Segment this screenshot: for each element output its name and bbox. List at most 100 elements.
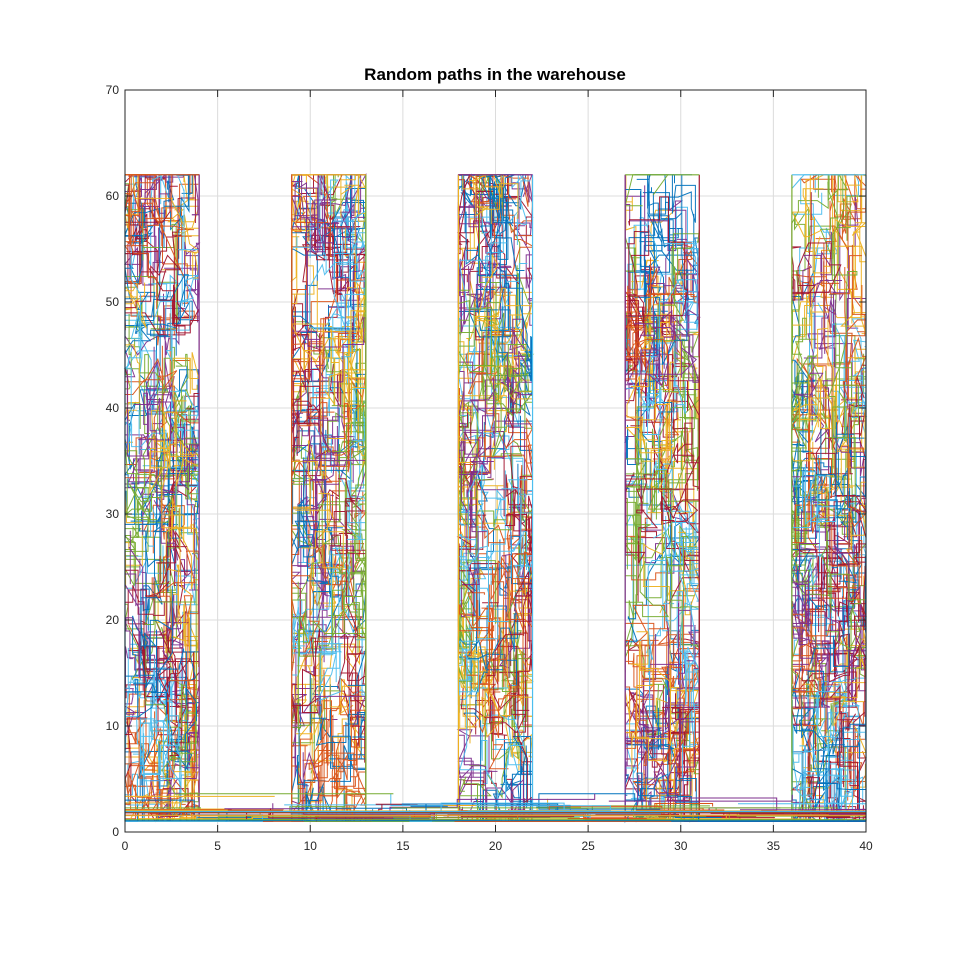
path-line: [125, 676, 191, 822]
path-line: [124, 291, 193, 371]
path-line: [126, 369, 200, 591]
plot-area: 0 5 10 15 20 25 30 35 40 0 10 20 30 40 50 60 70: [106, 83, 873, 853]
path-line: [810, 429, 867, 667]
path-line: [791, 174, 829, 423]
path-line: [162, 393, 200, 510]
corridor-path: [738, 803, 866, 817]
path-line: [457, 631, 517, 784]
path-line: [457, 391, 526, 546]
path-line: [476, 201, 520, 363]
path-line: [651, 291, 700, 383]
path-line: [467, 337, 534, 495]
path-line: [670, 713, 700, 823]
path-line: [457, 463, 532, 699]
x-tick-label: 25: [581, 839, 595, 853]
ticks: 0 5 10 15 20 25 30 35 40 0 10 20 30 40 50 60 70: [106, 83, 873, 853]
path-line: [318, 172, 367, 301]
path-line: [802, 732, 858, 822]
path-line: [320, 297, 367, 480]
path-line: [291, 474, 327, 663]
path-line: [654, 457, 700, 649]
path-line: [132, 585, 173, 719]
corridor-path: [391, 807, 838, 813]
path-line: [458, 617, 533, 739]
path-line: [647, 342, 695, 718]
path-line: [660, 380, 700, 561]
y-tick-label: 30: [106, 507, 120, 521]
y-tick-label: 50: [106, 295, 120, 309]
y-tick-label: 10: [106, 719, 120, 733]
path-line: [165, 506, 200, 654]
path-line: [652, 522, 700, 590]
path-line: [791, 412, 868, 567]
corridor-path: [608, 794, 793, 811]
path-line: [124, 461, 201, 571]
path-line: [819, 603, 867, 802]
path-line: [633, 343, 668, 494]
path-line: [127, 530, 188, 703]
path-line: [457, 346, 512, 465]
corridor-path: [180, 793, 394, 813]
y-tick-label: 0: [112, 825, 119, 839]
path-line: [624, 631, 671, 771]
path-line: [133, 346, 200, 491]
x-tick-label: 5: [214, 839, 221, 853]
path-line: [347, 632, 367, 763]
x-tick-label: 20: [489, 839, 503, 853]
path-line: [624, 377, 689, 565]
path-line: [142, 555, 197, 763]
path-line: [625, 307, 697, 386]
path-line: [291, 478, 366, 725]
path-line: [317, 737, 367, 822]
path-line: [624, 174, 659, 365]
path-line: [797, 501, 866, 623]
path-line: [792, 232, 842, 410]
path-line: [644, 553, 700, 723]
path-line: [149, 731, 200, 822]
path-line: [819, 174, 866, 287]
path-line: [331, 440, 367, 653]
path-line: [456, 729, 490, 822]
x-tick-label: 0: [122, 839, 129, 853]
path-line: [798, 574, 864, 691]
y-tick-label: 70: [106, 83, 120, 97]
path-line: [486, 567, 533, 822]
path-line: [624, 427, 695, 673]
path-line: [291, 623, 366, 746]
x-tick-label: 40: [859, 839, 873, 853]
x-tick-label: 15: [396, 839, 410, 853]
path-line: [291, 520, 356, 671]
path-line: [291, 174, 347, 338]
path-line: [645, 370, 700, 491]
chart-title: Random paths in the warehouse: [364, 65, 626, 84]
path-line: [481, 560, 512, 770]
path-line: [145, 174, 200, 331]
path-line: [311, 423, 352, 646]
path-line: [124, 597, 200, 771]
y-tick-label: 20: [106, 613, 120, 627]
path-line: [791, 398, 816, 516]
x-tick-label: 35: [767, 839, 781, 853]
x-tick-label: 10: [304, 839, 318, 853]
path-line: [791, 174, 831, 350]
paths-layer: [123, 172, 868, 824]
path-line: [488, 477, 533, 622]
path-line: [834, 218, 867, 359]
path-line: [294, 695, 366, 817]
path-line: [291, 630, 343, 702]
path-line: [291, 434, 344, 569]
path-line: [302, 317, 367, 502]
path-line: [458, 302, 533, 417]
path-line: [321, 388, 367, 653]
y-tick-label: 40: [106, 401, 120, 415]
path-line: [791, 376, 833, 462]
path-line: [291, 193, 337, 427]
path-line: [662, 518, 701, 733]
y-tick-label: 60: [106, 189, 120, 203]
x-tick-label: 30: [674, 839, 688, 853]
path-line: [645, 748, 701, 822]
path-line: [457, 410, 494, 528]
path-line: [791, 270, 817, 453]
path-line: [791, 427, 866, 651]
